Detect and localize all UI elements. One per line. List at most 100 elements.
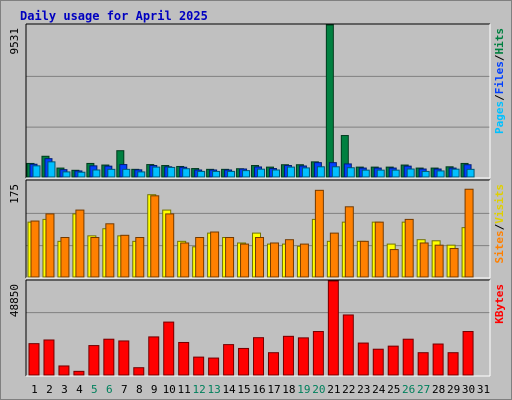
bar-pages-day-7 — [122, 168, 131, 178]
bar-kbytes-day-15 — [238, 347, 250, 376]
x-tick-label: 29 — [447, 383, 460, 396]
bar-sites-day-28 — [434, 244, 444, 278]
bar-sites-day-26 — [404, 218, 414, 278]
bar-kbytes-day-10 — [163, 321, 175, 376]
legend-label: KBytes — [493, 284, 506, 324]
x-tick-label: 9 — [151, 383, 158, 396]
bar-pages-day-16 — [257, 168, 266, 178]
bar-pages-day-17 — [271, 169, 280, 178]
x-tick-label: 14 — [222, 383, 236, 396]
bar-pages-day-14 — [227, 170, 236, 178]
bar-sites-day-14 — [225, 237, 235, 278]
bar-sites-day-5 — [90, 237, 100, 278]
bar-kbytes-day-21 — [327, 280, 339, 376]
bar-sites-day-12 — [195, 237, 205, 278]
bar-pages-day-27 — [421, 170, 430, 178]
x-tick-label: 16 — [252, 383, 265, 396]
bar-kbytes-day-23 — [357, 342, 369, 376]
bar-pages-day-5 — [92, 169, 101, 178]
x-tick-label: 26 — [402, 383, 415, 396]
legend-part-2: Files — [493, 61, 506, 94]
bar-kbytes-day-18 — [282, 335, 294, 376]
bar-pages-day-22 — [346, 167, 355, 178]
bar-sites-day-16 — [255, 237, 265, 278]
bar-pages-day-28 — [436, 170, 445, 178]
bar-pages-day-13 — [212, 170, 221, 178]
bar-sites-day-17 — [269, 242, 279, 278]
bar-sites-day-21 — [329, 232, 339, 278]
bar-sites-day-22 — [344, 206, 354, 278]
x-tick-label: 23 — [357, 383, 370, 396]
x-tick-label: 4 — [76, 383, 83, 396]
bar-kbytes-day-12 — [193, 356, 205, 376]
bar-sites-day-3 — [60, 237, 70, 278]
x-tick-label: 10 — [163, 383, 176, 396]
x-tick-label: 27 — [417, 383, 430, 396]
x-tick-label: 6 — [106, 383, 113, 396]
bar-sites-day-4 — [75, 209, 85, 278]
bar-sites-day-30 — [464, 188, 474, 278]
bar-sites-day-6 — [105, 223, 115, 278]
bar-sites-day-9 — [150, 195, 160, 278]
x-tick-label: 18 — [282, 383, 295, 396]
x-tick-label: 7 — [121, 383, 128, 396]
x-tick-label: 3 — [61, 383, 68, 396]
bar-sites-day-15 — [240, 243, 250, 278]
x-tick-label: 1 — [31, 383, 38, 396]
bar-kbytes-day-28 — [432, 343, 444, 376]
bar-kbytes-day-8 — [133, 367, 145, 376]
bar-pages-day-25 — [391, 169, 400, 178]
bar-kbytes-day-30 — [462, 331, 474, 376]
x-tick-label: 15 — [237, 383, 250, 396]
x-tick-label: 11 — [178, 383, 191, 396]
bar-pages-day-18 — [286, 166, 295, 178]
bar-pages-day-30 — [466, 168, 475, 178]
legend-part-3: / — [493, 54, 506, 61]
bar-kbytes-day-11 — [178, 341, 190, 376]
x-tick-label: 2 — [46, 383, 53, 396]
bar-sites-day-23 — [359, 240, 369, 278]
bar-pages-day-15 — [242, 170, 251, 178]
bar-kbytes-day-22 — [342, 314, 354, 376]
bar-kbytes-day-27 — [417, 352, 429, 376]
x-tick-label: 30 — [462, 383, 475, 396]
y-axis-max-label: 175 — [8, 184, 21, 204]
legend-part-0: KBytes — [493, 284, 506, 324]
bar-pages-day-12 — [197, 170, 206, 178]
bar-pages-day-24 — [376, 169, 385, 178]
bar-kbytes-day-17 — [267, 352, 279, 376]
bar-kbytes-day-9 — [148, 336, 160, 376]
bar-pages-day-21 — [331, 166, 340, 178]
bar-kbytes-day-2 — [43, 339, 55, 376]
x-tick-label: 12 — [193, 383, 206, 396]
bar-sites-day-7 — [120, 234, 130, 278]
x-tick-label: 22 — [342, 383, 355, 396]
bar-hits-day-21 — [325, 24, 334, 178]
x-tick-label: 21 — [327, 383, 340, 396]
bar-kbytes-day-29 — [447, 352, 459, 376]
bar-pages-day-9 — [152, 166, 161, 178]
bar-pages-day-23 — [361, 169, 370, 178]
bar-pages-day-6 — [107, 168, 116, 178]
bar-sites-day-27 — [419, 242, 429, 278]
bar-pages-day-3 — [62, 171, 71, 178]
chart-title: Daily usage for April 2025 — [20, 9, 208, 23]
bar-sites-day-29 — [449, 247, 459, 278]
x-tick-label: 20 — [312, 383, 325, 396]
y-axis-max-label: 48850 — [8, 284, 21, 317]
panel-bottom: 48850 KBytes — [8, 279, 506, 377]
legend-part-4: Hits — [493, 28, 506, 55]
bar-pages-day-1 — [32, 165, 41, 178]
x-tick-label: 28 — [432, 383, 445, 396]
x-tick-label: 5 — [91, 383, 98, 396]
bar-pages-day-8 — [137, 171, 146, 178]
legend-part-1: / — [493, 94, 506, 101]
bar-kbytes-day-16 — [253, 337, 265, 376]
bar-kbytes-day-19 — [297, 337, 309, 376]
bar-sites-day-2 — [45, 213, 55, 278]
bar-pages-day-26 — [406, 168, 415, 178]
bar-pages-day-20 — [316, 166, 325, 178]
legend-label: Sites/Visits — [493, 184, 506, 264]
